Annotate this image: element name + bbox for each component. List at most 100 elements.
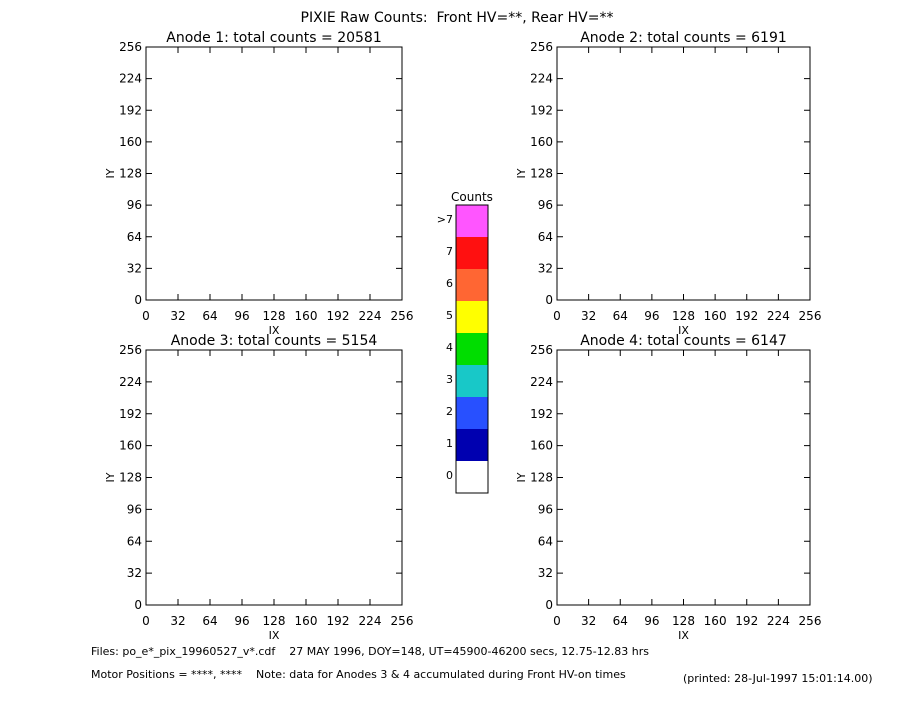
colorbar-frame xyxy=(455,204,489,494)
x-tick-label: 0 xyxy=(142,309,150,323)
y-tick-label: 32 xyxy=(538,261,553,275)
y-tick-label: 0 xyxy=(545,598,553,612)
x-tick-label: 128 xyxy=(263,614,286,628)
x-tick-label: 0 xyxy=(553,614,561,628)
panel-title: Anode 1: total counts = 20581 xyxy=(166,30,381,46)
y-tick-label: 0 xyxy=(134,293,142,307)
x-axis-label: IX xyxy=(269,324,280,337)
x-tick-label: 0 xyxy=(553,309,561,323)
plot-frame xyxy=(556,46,811,301)
footer-printed: (printed: 28-Jul-1997 15:01:14.00) xyxy=(683,672,873,685)
colorbar-swatch xyxy=(456,397,488,429)
colorbar-swatch xyxy=(456,429,488,461)
y-tick-label: 64 xyxy=(127,230,142,244)
y-tick-label: 128 xyxy=(119,471,142,485)
x-tick-label: 160 xyxy=(704,614,727,628)
footer-files: Files: po_e*_pix_19960527_v*.cdf 27 MAY … xyxy=(91,645,649,658)
x-tick-label: 32 xyxy=(170,614,185,628)
x-tick-label: 32 xyxy=(581,309,596,323)
colorbar-title: Counts xyxy=(451,190,493,204)
y-tick-label: 192 xyxy=(119,407,142,421)
colorbar-swatch xyxy=(456,205,488,237)
x-tick-label: 32 xyxy=(170,309,185,323)
x-tick-label: 224 xyxy=(359,614,382,628)
x-axis-label: IX xyxy=(678,324,689,337)
x-axis-label: IX xyxy=(678,629,689,642)
x-axis-label: IX xyxy=(269,629,280,642)
colorbar-swatch xyxy=(456,301,488,333)
colorbar-swatch xyxy=(456,461,488,493)
y-tick-label: 32 xyxy=(127,566,142,580)
x-tick-label: 192 xyxy=(735,614,758,628)
x-tick-label: 192 xyxy=(327,309,350,323)
y-tick-label: 32 xyxy=(538,566,553,580)
y-tick-label: 96 xyxy=(127,198,142,212)
colorbar-label: 1 xyxy=(446,437,453,450)
y-tick-label: 96 xyxy=(538,198,553,212)
y-axis-label: IY xyxy=(515,168,528,178)
y-tick-label: 256 xyxy=(530,40,553,54)
colorbar-label: 0 xyxy=(446,469,453,482)
x-tick-label: 128 xyxy=(672,309,695,323)
x-tick-label: 160 xyxy=(295,309,318,323)
footer-motor: Motor Positions = ****, **** Note: data … xyxy=(91,668,626,681)
colorbar-label: >7 xyxy=(437,213,453,226)
y-tick-label: 96 xyxy=(538,502,553,516)
y-tick-label: 224 xyxy=(530,72,553,86)
x-tick-label: 192 xyxy=(735,309,758,323)
x-tick-label: 256 xyxy=(391,309,414,323)
y-tick-label: 0 xyxy=(545,293,553,307)
x-tick-label: 64 xyxy=(613,309,628,323)
x-tick-label: 256 xyxy=(799,614,822,628)
y-axis-label: IY xyxy=(515,472,528,482)
y-tick-label: 64 xyxy=(538,534,553,548)
colorbar-label: 4 xyxy=(446,341,453,354)
y-tick-label: 224 xyxy=(119,375,142,389)
x-tick-label: 256 xyxy=(799,309,822,323)
y-tick-label: 160 xyxy=(530,439,553,453)
y-tick-label: 32 xyxy=(127,261,142,275)
figure-title: PIXIE Raw Counts: Front HV=**, Rear HV=*… xyxy=(301,10,614,26)
y-tick-label: 160 xyxy=(119,439,142,453)
x-tick-label: 224 xyxy=(767,614,790,628)
y-tick-label: 96 xyxy=(127,502,142,516)
panel-title: Anode 2: total counts = 6191 xyxy=(580,30,787,46)
x-tick-label: 128 xyxy=(263,309,286,323)
plot-frame xyxy=(556,349,811,606)
x-tick-label: 192 xyxy=(327,614,350,628)
y-tick-label: 256 xyxy=(530,343,553,357)
y-tick-label: 256 xyxy=(119,343,142,357)
colorbar-label: 5 xyxy=(446,309,453,322)
panel-title: Anode 4: total counts = 6147 xyxy=(580,333,787,349)
y-tick-label: 192 xyxy=(530,407,553,421)
y-tick-label: 256 xyxy=(119,40,142,54)
colorbar-swatch xyxy=(456,365,488,397)
y-tick-label: 128 xyxy=(119,167,142,181)
y-axis-label: IY xyxy=(104,472,117,482)
colorbar-label: 2 xyxy=(446,405,453,418)
y-tick-label: 192 xyxy=(119,103,142,117)
x-tick-label: 96 xyxy=(234,309,249,323)
x-tick-label: 160 xyxy=(295,614,318,628)
y-tick-label: 64 xyxy=(127,534,142,548)
x-tick-label: 96 xyxy=(644,309,659,323)
y-tick-label: 128 xyxy=(530,471,553,485)
y-axis-label: IY xyxy=(104,168,117,178)
y-tick-label: 160 xyxy=(119,135,142,149)
y-tick-label: 192 xyxy=(530,103,553,117)
colorbar-swatch xyxy=(456,333,488,365)
plot-frame xyxy=(145,349,403,606)
y-tick-label: 224 xyxy=(530,375,553,389)
x-tick-label: 64 xyxy=(202,614,217,628)
colorbar-label: 7 xyxy=(446,245,453,258)
x-tick-label: 128 xyxy=(672,614,695,628)
colorbar-swatch xyxy=(456,269,488,301)
panel-title: Anode 3: total counts = 5154 xyxy=(171,333,378,349)
y-tick-label: 224 xyxy=(119,72,142,86)
y-tick-label: 0 xyxy=(134,598,142,612)
colorbar-swatch xyxy=(456,237,488,269)
plot-frame xyxy=(145,46,403,301)
colorbar-label: 6 xyxy=(446,277,453,290)
x-tick-label: 96 xyxy=(234,614,249,628)
